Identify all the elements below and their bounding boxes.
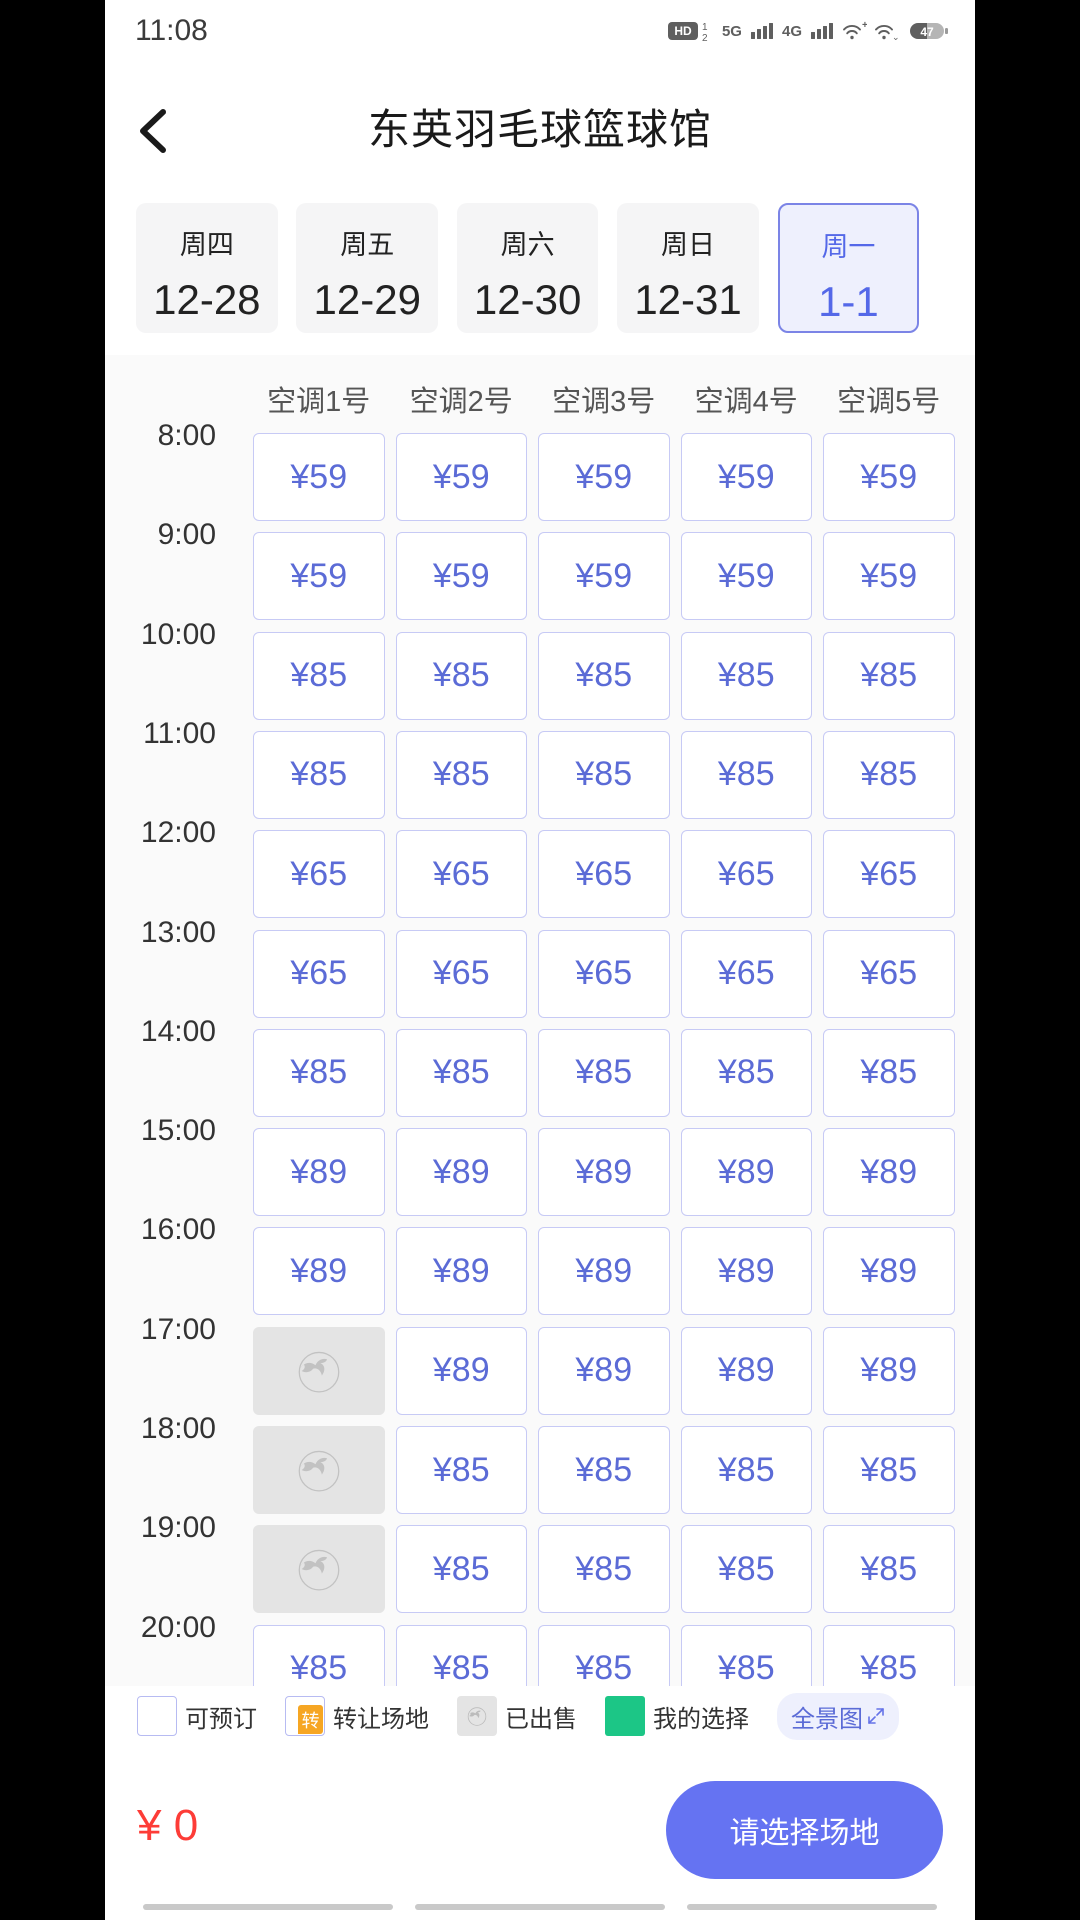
- svg-text:+: +: [862, 21, 867, 31]
- svg-text:47: 47: [920, 25, 934, 39]
- svg-text:2: 2: [702, 33, 708, 43]
- svg-text:⌄: ⌄: [892, 32, 900, 41]
- svg-text:HD: HD: [674, 24, 692, 38]
- svg-text:1: 1: [702, 22, 708, 33]
